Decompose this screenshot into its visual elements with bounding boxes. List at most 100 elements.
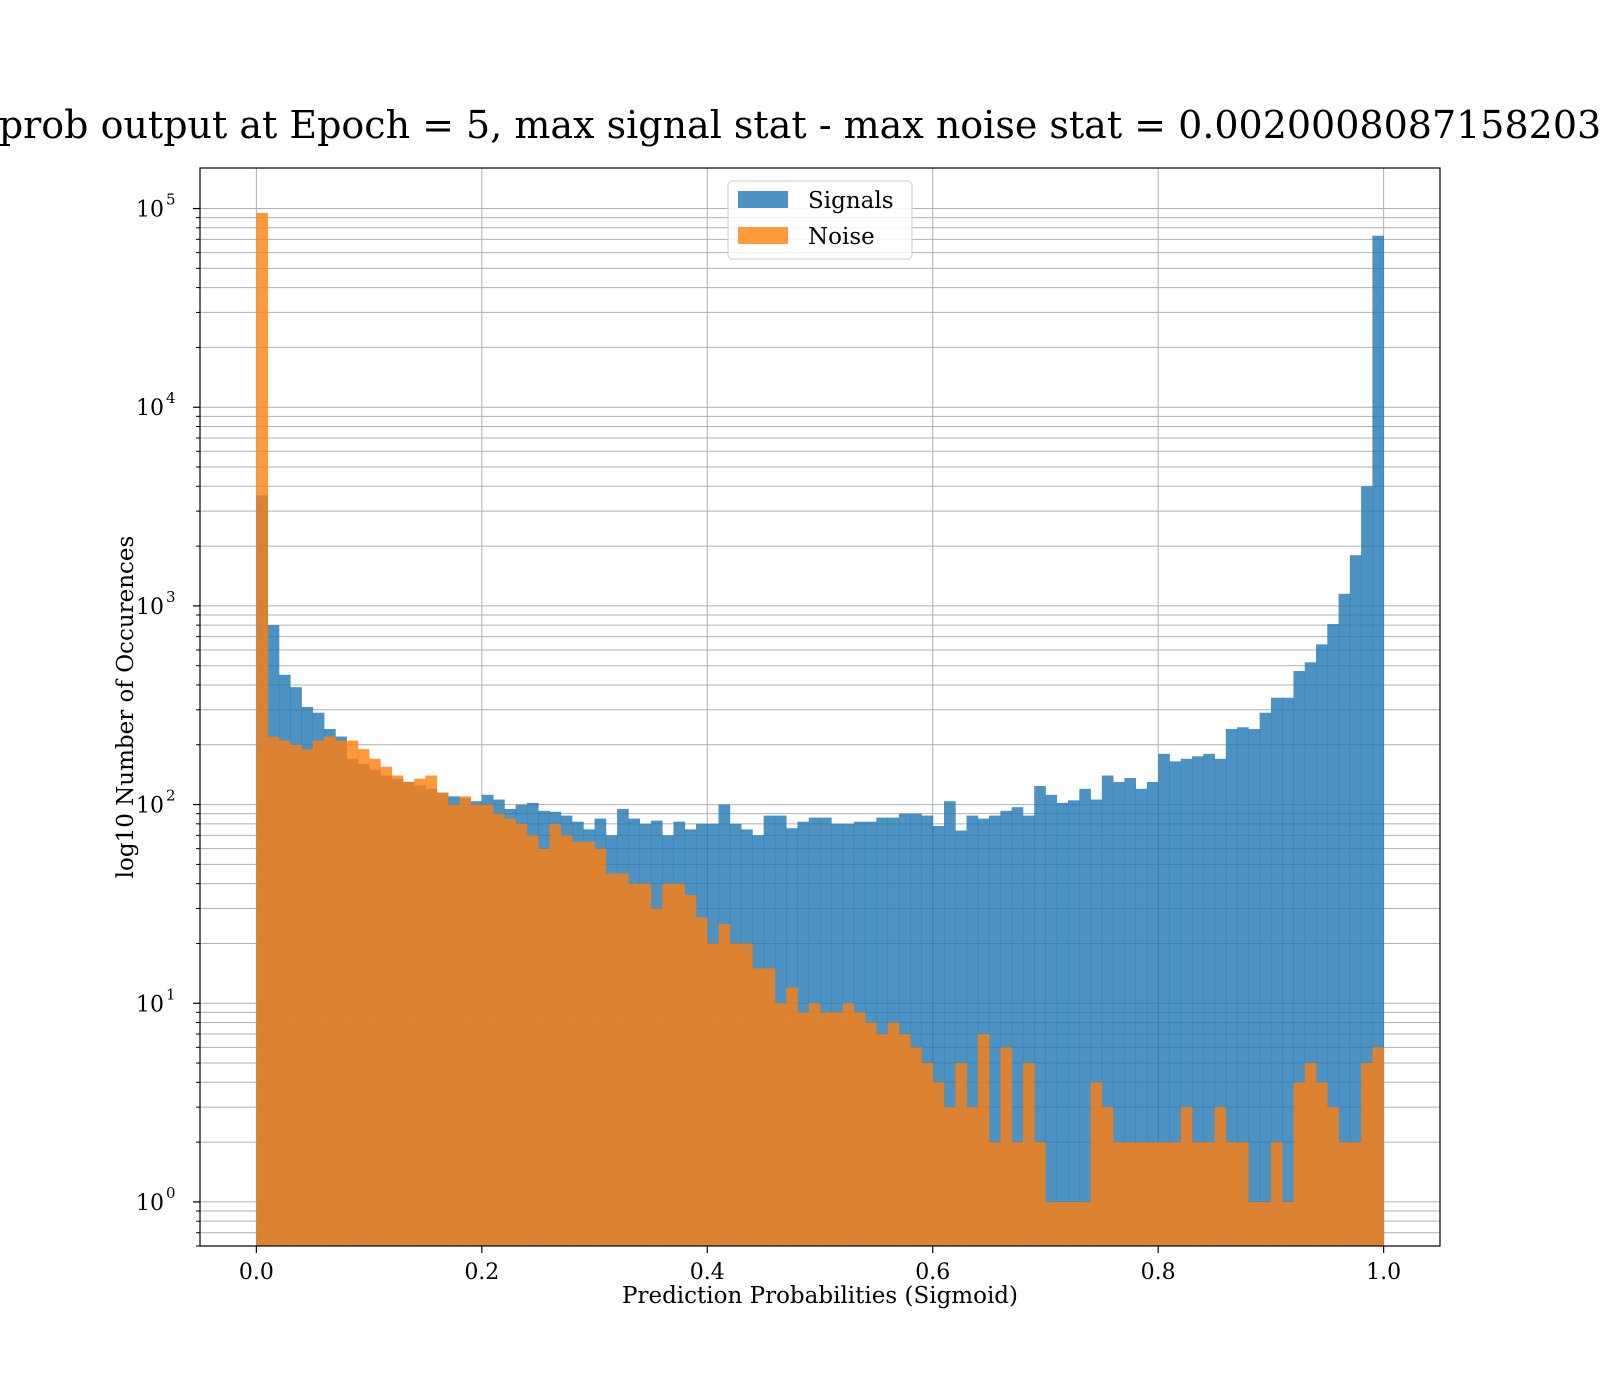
x-tick-label: 0.0 (239, 1260, 274, 1285)
noise-bar (583, 841, 595, 1246)
noise-bar (1124, 1142, 1137, 1246)
noise-bar (752, 968, 765, 1246)
signals-bar (1146, 781, 1159, 1246)
signals-bar (989, 815, 1001, 1246)
noise-bar (831, 1012, 843, 1246)
signals-bar (1113, 781, 1125, 1246)
noise-bar (1068, 1201, 1080, 1246)
noise-bar (684, 895, 697, 1246)
x-tick-label: 0.8 (1141, 1260, 1176, 1285)
signals-bar (1259, 712, 1272, 1246)
y-tick-exponent: 2 (166, 787, 176, 805)
noise-bar (707, 943, 719, 1246)
noise-bar (1282, 1201, 1294, 1246)
noise-bar (808, 1003, 821, 1246)
signals-bar (1203, 753, 1215, 1246)
noise-bar (955, 1063, 967, 1246)
noise-bar (910, 1047, 922, 1246)
noise-bar (549, 823, 562, 1246)
noise-bar (1034, 1142, 1046, 1246)
noise-bar (1045, 1201, 1058, 1246)
y-axis-label: log10 Number of Occurences (113, 536, 139, 879)
signals-bar (1056, 802, 1069, 1246)
noise-bar (515, 823, 528, 1246)
signals-bar (1090, 799, 1103, 1246)
noise-bar (741, 943, 753, 1246)
noise-bar (1293, 1082, 1306, 1246)
noise-bar (1022, 1063, 1035, 1246)
y-tick-exponent: 5 (166, 191, 176, 209)
noise-bar (1101, 1107, 1114, 1246)
signals-bar (1327, 624, 1339, 1246)
noise-bar (538, 848, 550, 1246)
noise-bar (1079, 1201, 1091, 1246)
noise-bar (763, 968, 776, 1246)
noise-bar (1259, 1201, 1272, 1246)
noise-bar (1349, 1142, 1362, 1246)
noise-bar (1338, 1142, 1351, 1246)
plot-frame (199, 167, 1441, 1247)
noise-bar (1327, 1107, 1339, 1246)
noise-bar (944, 1107, 956, 1246)
y-tick-exponent: 0 (166, 1184, 176, 1202)
noise-bar (853, 1012, 866, 1246)
noise-bar (1361, 1063, 1373, 1246)
noise-bar (1270, 1142, 1283, 1246)
signals-bar (1192, 756, 1204, 1246)
noise-bar (932, 1082, 945, 1246)
signals-bar (1034, 786, 1046, 1246)
y-tick-label: 10 (136, 992, 164, 1017)
noise-bar (729, 943, 742, 1246)
signals-bar (910, 813, 922, 1246)
y-tick-exponent: 4 (166, 389, 176, 407)
noise-bar (1203, 1142, 1215, 1246)
noise-bar (493, 813, 505, 1246)
noise-bar (1135, 1142, 1148, 1246)
noise-bar (1180, 1107, 1193, 1246)
signals-bar (1282, 697, 1294, 1246)
signals-bar (1124, 778, 1137, 1246)
legend-swatch-noise (738, 227, 788, 244)
noise-bar (470, 804, 483, 1246)
signals-bar (944, 801, 956, 1246)
noise-bar (380, 766, 393, 1246)
signals-bar (1225, 729, 1238, 1246)
noise-bar (357, 749, 370, 1246)
noise-bar (650, 908, 663, 1246)
noise-bar (977, 1034, 990, 1246)
noise-bars (256, 212, 1385, 1246)
noise-bar (1113, 1142, 1125, 1246)
noise-bar (1248, 1201, 1261, 1246)
noise-bar (842, 1003, 855, 1246)
signals-bar (876, 817, 889, 1246)
legend: Signals Noise (727, 180, 913, 260)
noise-bar (278, 740, 291, 1246)
noise-bar (481, 804, 494, 1246)
x-axis-label: Prediction Probabilities (Sigmoid) (622, 1283, 1018, 1309)
signals-bar (898, 813, 911, 1246)
noise-bar (696, 917, 708, 1246)
noise-bar (820, 1012, 832, 1246)
signals-bar (932, 826, 945, 1246)
noise-bar (639, 883, 652, 1246)
signals-bar (1011, 807, 1024, 1246)
x-tick-label: 0.6 (915, 1260, 950, 1285)
signals-bar (1180, 758, 1193, 1246)
noise-bar (1011, 1142, 1024, 1246)
y-tick-exponent: 1 (166, 985, 176, 1003)
signals-bar (1372, 235, 1385, 1247)
noise-bar (1304, 1063, 1317, 1246)
x-tick-label: 0.2 (464, 1260, 499, 1285)
noise-bar (1000, 1047, 1013, 1246)
signals-bar (1248, 729, 1261, 1246)
signals-bar (1304, 662, 1317, 1246)
noise-bar (1316, 1082, 1328, 1246)
noise-bar (989, 1142, 1001, 1246)
signals-bar (1022, 815, 1035, 1246)
signals-bar (1169, 761, 1182, 1246)
noise-bar (594, 848, 607, 1246)
noise-bar (414, 778, 426, 1246)
noise-bar (256, 212, 269, 1246)
